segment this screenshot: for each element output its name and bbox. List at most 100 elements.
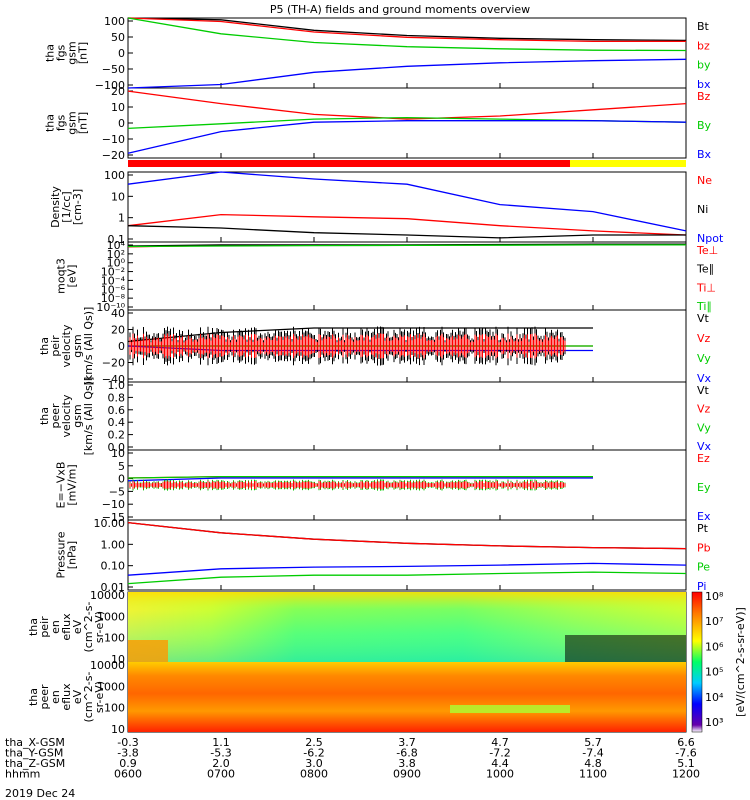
series-line-by (127, 17, 687, 52)
y-tick-label: 10⁰ (107, 257, 126, 270)
y-tick-label: 10 (111, 653, 125, 666)
legend-Ez: Ez (697, 452, 710, 465)
legend-Bt: Bt (697, 20, 710, 33)
series-line-Ti∥ (127, 244, 686, 248)
y-tick-label: −10 (102, 133, 125, 146)
series-line-Ni (127, 225, 686, 239)
date-label: 2019 Dec 24 (5, 787, 75, 800)
series-group-efield (127, 475, 593, 482)
mode-bar-yellow (570, 160, 686, 167)
ephem-value: -6.8 (396, 747, 417, 760)
colorbar-tick-label: 10⁷ (705, 615, 723, 628)
y-tick-label: 0.0 (108, 441, 126, 454)
y-axis-label: [km/s (All Qs)] (82, 377, 95, 456)
series-group-density (127, 171, 687, 239)
series-line-Ey (127, 475, 593, 479)
y-tick-label: 100 (104, 632, 125, 645)
y-axis-label: [cm-3] (71, 189, 84, 225)
panel-density: 100 10 1 0.1 Density[1/cc][cm-3] Ne Ni Npot (49, 169, 724, 246)
series-group-fgs_dsl (127, 90, 687, 154)
peir-spectrogram (128, 592, 686, 662)
ephem-value: 0700 (207, 768, 235, 781)
ephem-value: 0600 (114, 768, 142, 781)
legend-Ti∥: Ti∥ (696, 300, 712, 313)
ephem-row-label: hhmm (5, 768, 40, 781)
y-axis-label: velocity (60, 324, 73, 367)
series-line-Pt (127, 521, 687, 550)
legend-Te⊥: Te⊥ (696, 244, 718, 257)
y-tick-label: −40 (102, 373, 125, 386)
panel-frame (127, 241, 687, 311)
series-line-bx (127, 58, 687, 89)
colorbar-gradient (691, 591, 703, 733)
y-axis-label: (cm^2-s- (82, 672, 95, 723)
ephem-value: 3.0 (305, 757, 323, 770)
ephem-value: 3.8 (398, 757, 416, 770)
legend-Vx: Vx (697, 372, 712, 385)
y-tick-label: −10 (102, 498, 125, 511)
y-tick-label: 5 (118, 460, 125, 473)
series-line-Bx (127, 120, 687, 154)
y-axis-label: Pressure (55, 531, 68, 578)
y-tick-label: 0.10 (101, 560, 126, 573)
ephem-value: -7.4 (582, 747, 603, 760)
ephem-value: 0.9 (119, 757, 137, 770)
panel-pressure: 10.00 1.00 0.10 0.01 Pressure[nPa] Pt Pb Pe Pi (55, 517, 711, 594)
y-tick-label: 1.00 (101, 538, 126, 551)
y-axis-label: [1/cc] (60, 191, 73, 222)
y-tick-label: 10 (111, 723, 125, 736)
series-line-Ne (127, 213, 687, 236)
ephem-value: 1100 (579, 768, 607, 781)
y-tick-label: 10 (111, 101, 125, 114)
y-tick-label: 0 (118, 340, 125, 353)
y-tick-label: 10⁻² (101, 266, 125, 279)
y-axis-label: peir (38, 616, 51, 638)
y-axis-label: gsm (66, 111, 79, 134)
legend-Vy: Vy (697, 421, 711, 434)
legend-Vy: Vy (697, 352, 711, 365)
y-axis-label: [nT] (77, 42, 90, 64)
ephem-value: -3.8 (117, 747, 138, 760)
peir-spectrogram-gap (565, 635, 686, 662)
panel-stack: 100500−50−100thafgsgsm[nT]Btbzbybx20100−… (27, 15, 724, 736)
y-axis-label: Density (49, 186, 62, 228)
y-axis-label: tha (38, 407, 51, 425)
legend-bz: bz (697, 39, 710, 52)
y-axis-label: peir (49, 335, 62, 357)
mode-bar-red (128, 160, 570, 167)
y-tick-label: 10 (111, 190, 125, 203)
velocity-noise-vz (129, 333, 566, 359)
y-tick-label: 10² (107, 248, 125, 261)
y-axis-label: eV (71, 689, 84, 704)
y-tick-label: 1000 (97, 680, 125, 693)
y-axis-label: velocity (60, 394, 73, 437)
ephem-value: 4.4 (491, 757, 509, 770)
y-tick-label: 20 (111, 85, 125, 98)
series-line-Pi (127, 562, 687, 576)
y-tick-label: 0.2 (108, 429, 126, 442)
ephem-value: -6.2 (303, 747, 324, 760)
mode-bar (128, 160, 686, 167)
legend-Bz: Bz (697, 90, 711, 103)
ephem-value: -7.2 (489, 747, 510, 760)
y-tick-label: 100 (104, 169, 125, 182)
y-axis-label: eflux (60, 613, 73, 641)
y-tick-label: 1 (118, 212, 125, 225)
y-tick-label: −50 (102, 63, 125, 76)
y-axis-label: [nPa] (66, 541, 79, 569)
y-tick-label: −15 (102, 511, 125, 524)
colorbar-tick-label: 10⁶ (705, 640, 724, 653)
y-tick-label: 1.0 (108, 379, 126, 392)
y-axis-label: gsm (71, 404, 84, 427)
y-axis-label: (cm^2-s- (82, 602, 95, 653)
y-axis-label: tha (38, 337, 51, 355)
y-axis-label: fgs (55, 114, 68, 131)
y-tick-label: 10⁻¹⁰ (96, 301, 125, 314)
y-tick-label: 20 (111, 324, 125, 337)
y-tick-label: 0 (118, 47, 125, 60)
series-line-Bt (127, 17, 687, 42)
